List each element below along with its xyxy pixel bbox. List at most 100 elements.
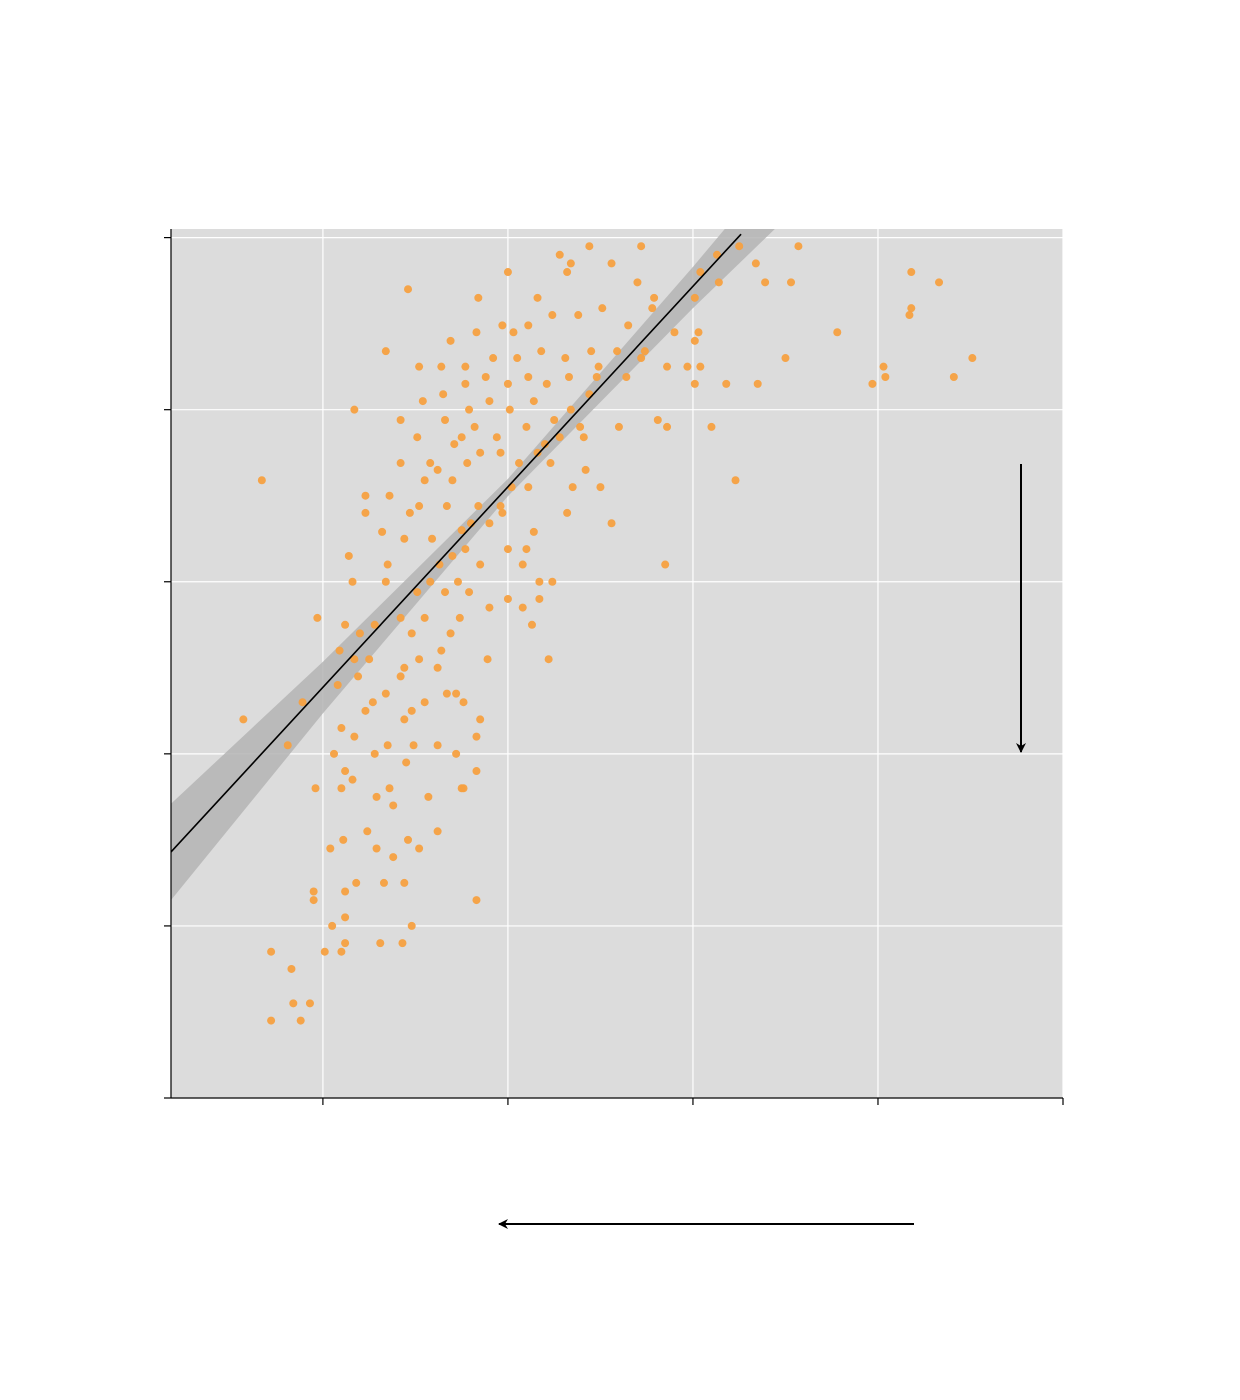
point bbox=[476, 715, 485, 724]
point bbox=[533, 293, 542, 302]
point bbox=[935, 278, 944, 287]
point bbox=[396, 613, 405, 622]
point bbox=[457, 433, 466, 442]
point bbox=[283, 741, 292, 750]
point bbox=[548, 311, 557, 320]
point bbox=[881, 372, 890, 381]
point bbox=[481, 372, 490, 381]
point bbox=[420, 698, 429, 707]
point bbox=[381, 577, 390, 586]
point bbox=[868, 379, 877, 388]
point bbox=[640, 347, 649, 356]
point bbox=[555, 433, 564, 442]
points-layer bbox=[239, 242, 977, 1025]
axes bbox=[164, 229, 1064, 1105]
point bbox=[333, 681, 342, 690]
point bbox=[437, 362, 446, 371]
point bbox=[613, 347, 622, 356]
point bbox=[433, 827, 442, 836]
point bbox=[485, 397, 494, 406]
point bbox=[592, 372, 601, 381]
point bbox=[524, 372, 533, 381]
point bbox=[404, 835, 413, 844]
point bbox=[555, 250, 564, 259]
point bbox=[389, 801, 398, 810]
point bbox=[472, 732, 481, 741]
point bbox=[614, 422, 623, 431]
point bbox=[596, 483, 605, 492]
point bbox=[581, 465, 590, 474]
point bbox=[350, 732, 359, 741]
point bbox=[833, 328, 842, 337]
point bbox=[341, 913, 350, 922]
point bbox=[503, 545, 512, 554]
point bbox=[485, 519, 494, 528]
point bbox=[522, 545, 531, 554]
point bbox=[348, 775, 357, 784]
fit-line bbox=[171, 233, 742, 853]
point bbox=[348, 577, 357, 586]
point bbox=[637, 242, 646, 251]
point bbox=[350, 405, 359, 414]
point bbox=[341, 767, 350, 776]
point bbox=[509, 328, 518, 337]
point bbox=[383, 560, 392, 569]
point bbox=[650, 293, 659, 302]
point bbox=[428, 534, 437, 543]
point bbox=[267, 947, 276, 956]
point bbox=[330, 749, 339, 758]
point bbox=[452, 689, 461, 698]
point bbox=[548, 577, 557, 586]
point bbox=[400, 534, 409, 543]
point bbox=[735, 242, 744, 251]
point bbox=[472, 896, 481, 905]
point bbox=[696, 268, 705, 277]
point bbox=[354, 672, 363, 681]
point bbox=[326, 844, 335, 853]
point bbox=[503, 594, 512, 603]
point bbox=[413, 433, 422, 442]
point bbox=[404, 285, 413, 294]
point bbox=[341, 887, 350, 896]
point bbox=[542, 379, 551, 388]
point bbox=[396, 416, 405, 425]
point bbox=[587, 347, 596, 356]
point bbox=[370, 749, 379, 758]
point bbox=[239, 715, 248, 724]
point bbox=[376, 939, 385, 948]
point bbox=[446, 336, 455, 345]
point bbox=[598, 304, 607, 313]
point bbox=[518, 560, 527, 569]
point bbox=[379, 878, 388, 887]
point bbox=[309, 896, 318, 905]
point bbox=[879, 362, 888, 371]
point bbox=[761, 278, 770, 287]
point bbox=[905, 311, 914, 320]
point bbox=[313, 613, 322, 622]
point bbox=[344, 551, 353, 560]
point bbox=[311, 784, 320, 793]
point bbox=[781, 354, 790, 363]
point bbox=[441, 416, 450, 425]
point bbox=[561, 354, 570, 363]
point bbox=[296, 1016, 305, 1025]
point bbox=[533, 448, 542, 457]
point bbox=[690, 293, 699, 302]
point bbox=[339, 835, 348, 844]
point bbox=[498, 321, 507, 330]
point bbox=[476, 560, 485, 569]
point bbox=[503, 379, 512, 388]
point bbox=[420, 476, 429, 485]
point bbox=[472, 328, 481, 337]
point bbox=[385, 491, 394, 500]
point bbox=[413, 588, 422, 597]
point bbox=[465, 405, 474, 414]
point bbox=[437, 646, 446, 655]
point bbox=[470, 422, 479, 431]
point bbox=[385, 784, 394, 793]
point bbox=[518, 603, 527, 612]
point bbox=[563, 508, 572, 517]
point bbox=[350, 655, 359, 664]
point bbox=[663, 362, 672, 371]
